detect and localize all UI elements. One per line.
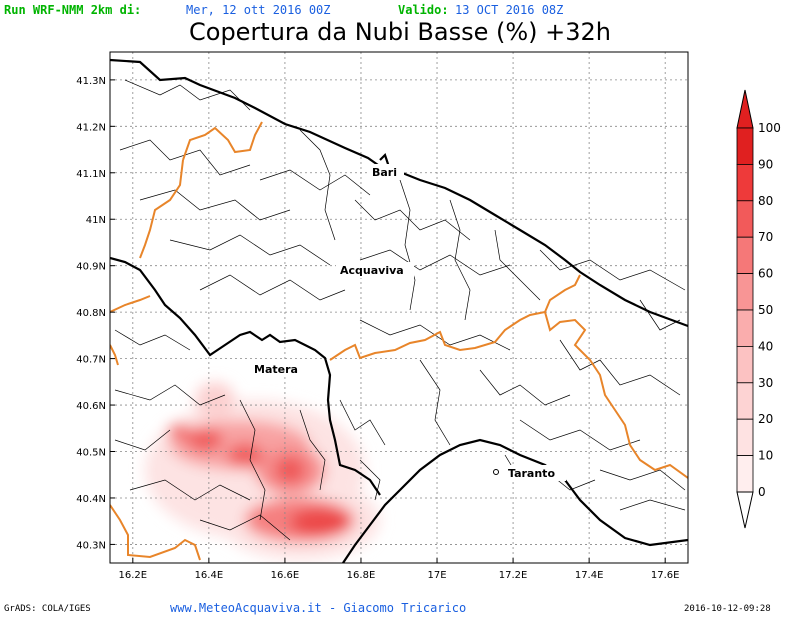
longitude-labels: 16.2E 16.4E 16.6E 16.8E 17E 17.2E 17.4E 17.6E <box>119 558 680 581</box>
colorbar-swatch <box>736 200 754 238</box>
cloud-cover-field <box>145 382 380 560</box>
lat-label: 40.7N <box>76 355 106 366</box>
map-frame <box>109 51 689 564</box>
footer-center: www.MeteoAcquaviva.it - Giacomo Tricaric… <box>170 601 467 615</box>
lon-label: 17.4E <box>575 570 604 581</box>
city-acquaviva: Acquaviva <box>340 264 404 277</box>
footer-left: GrADS: COLA/IGES <box>4 604 91 614</box>
colorbar-top-arrow <box>736 89 754 129</box>
lat-label: 40.6N <box>76 401 106 412</box>
city-labels: Bari Acquaviva Matera Taranto <box>250 164 566 481</box>
colorbar-swatch <box>736 345 754 384</box>
colorbar-swatch <box>736 236 754 274</box>
city-matera: Matera <box>254 363 298 376</box>
lat-label: 40.9N <box>76 262 106 273</box>
chart-title: Copertura da Nubi Basse (%) +32h <box>189 18 611 46</box>
lon-label: 17.2E <box>499 570 528 581</box>
colorbar-bottom-arrow <box>736 491 754 529</box>
graticule <box>110 52 688 563</box>
run-date: Mer, 12 ott 2016 00Z <box>186 3 331 17</box>
lat-label: 40.3N <box>76 540 106 551</box>
lat-label: 41.2N <box>76 122 106 133</box>
colorbar-swatch <box>736 127 754 165</box>
lat-label: 40.5N <box>76 448 106 459</box>
colorbar-level-label: 100 <box>758 121 781 135</box>
colorbar-level-label: 90 <box>758 157 773 171</box>
colorbar-swatch <box>736 418 754 457</box>
lat-label: 40.8N <box>76 308 106 319</box>
footer-right: 2016-10-12-09:28 <box>684 604 771 614</box>
colorbar-level-label: 20 <box>758 412 773 426</box>
lat-label: 41.1N <box>76 169 106 180</box>
valid-label: Valido: <box>398 3 449 17</box>
lon-label: 16.2E <box>119 570 148 581</box>
lat-label: 41N <box>86 215 106 226</box>
municipal-boundaries <box>114 79 686 541</box>
city-bari: Bari <box>372 166 397 179</box>
colorbar-swatch <box>736 455 754 493</box>
lon-label: 16.4E <box>195 570 224 581</box>
colorbar-level-label: 10 <box>758 449 773 463</box>
region-border <box>110 121 688 561</box>
colorbar-level-label: 80 <box>758 194 773 208</box>
valid-date: 13 OCT 2016 08Z <box>455 3 564 17</box>
colorbar-swatch <box>736 163 754 202</box>
lon-label: 16.8E <box>347 570 376 581</box>
city-taranto: Taranto <box>508 467 555 480</box>
colorbar-level-label: 60 <box>758 267 773 281</box>
lon-label: 16.6E <box>271 570 300 581</box>
colorbar-swatch <box>736 309 754 347</box>
colorbar-level-label: 70 <box>758 230 773 244</box>
lon-label: 17.6E <box>651 570 680 581</box>
colorbar-level-label: 30 <box>758 376 773 390</box>
colorbar-swatch <box>736 382 754 420</box>
colorbar-level-label: 0 <box>758 485 766 499</box>
colorbar-level-label: 40 <box>758 339 773 353</box>
latitude-labels: 41.3N 41.2N 41.1N 41N 40.9N 40.8N 40.7N 40.6N 40… <box>76 76 115 551</box>
lon-label: 17E <box>428 570 447 581</box>
colorbar-level-label: 50 <box>758 303 773 317</box>
run-label: Run WRF-NMM 2km di: <box>4 3 142 17</box>
colorbar-swatch <box>736 273 754 311</box>
lat-label: 41.3N <box>76 76 106 87</box>
lat-label: 40.4N <box>76 494 106 505</box>
